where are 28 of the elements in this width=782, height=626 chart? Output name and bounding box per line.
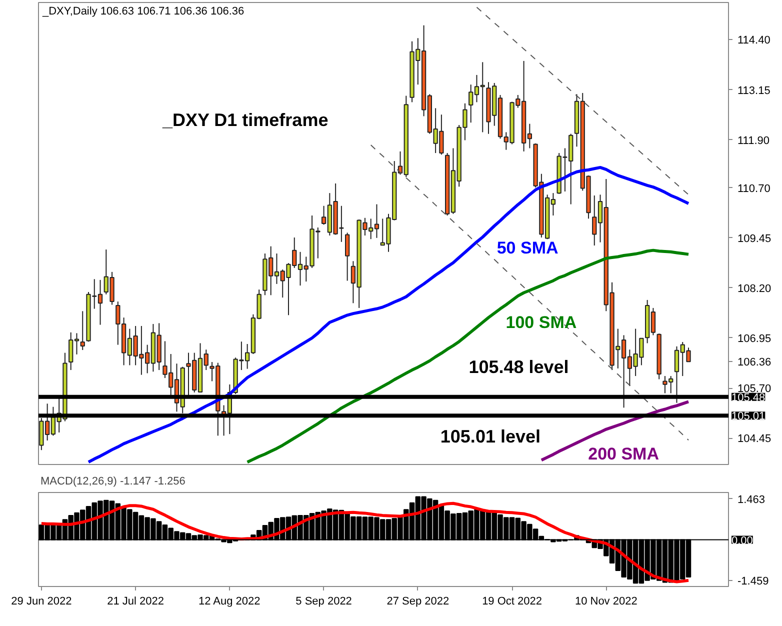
annotation: 105.48 level bbox=[468, 356, 569, 377]
series-label: 50 SMA bbox=[496, 238, 558, 258]
series-label: 100 SMA bbox=[506, 313, 577, 332]
y-tick-label: 106.95 bbox=[738, 332, 772, 345]
y-tick-label: 109.45 bbox=[738, 232, 772, 245]
y-tick-label: 104.45 bbox=[738, 433, 772, 446]
y-tick-label: 114.40 bbox=[738, 34, 770, 47]
y-tick-label: 108.20 bbox=[738, 282, 772, 295]
y-tick-label: 1.463 bbox=[738, 494, 766, 506]
annotation: _DXY D1 timeframe bbox=[161, 110, 328, 130]
ref-line-label: 0.00 bbox=[732, 534, 753, 547]
y-tick-label: -1.459 bbox=[738, 576, 769, 588]
ref-line-label: 105.48 bbox=[732, 392, 766, 404]
x-tick-label: 5 Sep 2022 bbox=[296, 596, 352, 608]
x-tick-label: 21 Jul 2022 bbox=[107, 596, 164, 608]
y-tick-label: 111.90 bbox=[738, 134, 770, 147]
y-tick-label: 113.15 bbox=[738, 84, 770, 97]
series-label: 200 SMA bbox=[588, 444, 659, 464]
x-tick-label: 12 Aug 2022 bbox=[198, 596, 260, 608]
x-tick-label: 10 Nov 2022 bbox=[574, 596, 638, 608]
chart-title: _DXY,Daily 106.63 106.71 106.36 106.36 bbox=[42, 6, 244, 18]
y-tick-label: 110.70 bbox=[738, 182, 770, 195]
chart-title: MACD(12,26,9) -1.147 -1.256 bbox=[40, 476, 186, 488]
y-tick-label: 106.36 bbox=[738, 356, 772, 369]
x-tick-label: 29 Jun 2022 bbox=[11, 596, 72, 608]
x-tick-label: 19 Oct 2022 bbox=[482, 596, 542, 608]
annotation: 105.01 level bbox=[440, 426, 540, 447]
x-tick-label: 27 Sep 2022 bbox=[386, 596, 450, 608]
